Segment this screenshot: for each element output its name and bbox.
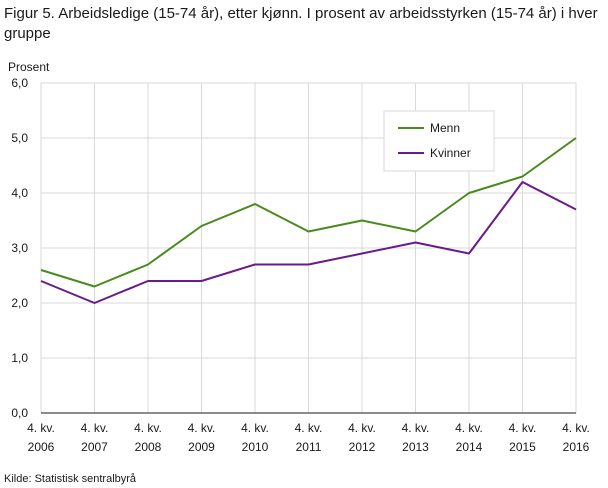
legend-label-menn: Menn [430,121,460,135]
x-tick-label: 4. kv. 2009 [188,421,216,454]
source-note: Kilde: Statistisk sentralbyrå [4,473,137,485]
x-tick-label: 4. kv. 2014 [455,421,483,454]
legend-label-kvinner: Kvinner [430,146,471,160]
x-tick-label: 4. kv. 2006 [27,421,55,454]
x-tick-label: 4. kv. 2016 [562,421,590,454]
series-line-menn [40,137,577,288]
y-tick-label: 6,0 [11,76,28,90]
x-tick-label: 4. kv. 2012 [348,421,376,454]
y-tick-label: 1,0 [11,351,28,365]
x-tick-label: 4. kv. 2015 [509,421,537,454]
y-tick-label: 4,0 [11,186,28,200]
axes: 0,0 1,0 2,0 3,0 4,0 5,0 6,0 4. kv. 2006 4. kv. 200… [11,76,590,454]
x-tick-label: 4. kv. 2013 [402,421,430,454]
chart-title: Figur 5. Arbeidsledige (15-74 år), etter… [4,5,598,42]
legend-box [383,110,495,172]
y-tick-label: 0,0 [11,406,28,420]
series-line-kvinner [40,181,577,304]
y-tick-label: 3,0 [11,241,28,255]
x-tick-label: 4. kv. 2011 [295,421,323,454]
gridlines [40,82,577,414]
x-tick-label: 4. kv. 2010 [241,421,269,454]
series [40,137,577,304]
line-chart: 0,0 1,0 2,0 3,0 4,0 5,0 6,0 4. kv. 2006 4. kv. 200… [11,76,590,454]
x-tick-label: 4. kv. 2007 [81,421,109,454]
y-tick-label: 5,0 [11,131,28,145]
y-axis-label: Prosent [8,60,50,74]
legend: Menn Kvinner [383,110,495,172]
x-tick-label: 4. kv. 2008 [134,421,162,454]
y-tick-label: 2,0 [11,296,28,310]
